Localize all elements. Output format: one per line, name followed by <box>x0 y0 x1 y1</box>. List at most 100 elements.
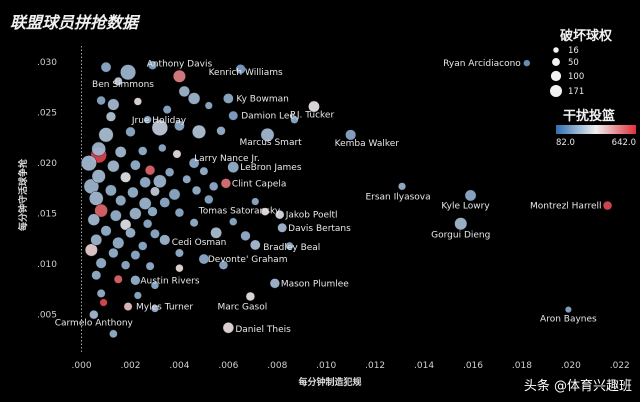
data-point <box>120 171 132 183</box>
point-label: Ersan Ilyasova <box>365 192 430 202</box>
size-legend-marker <box>550 70 562 82</box>
size-legend-marker <box>552 58 560 66</box>
labeled-data-point <box>89 309 99 320</box>
data-point <box>125 227 136 239</box>
data-point <box>174 207 185 218</box>
x-tick-label: .002 <box>120 361 140 371</box>
data-point <box>260 207 270 216</box>
data-point <box>130 159 141 171</box>
labeled-data-point <box>245 291 256 302</box>
axis-ticks: .000 .002 .004 .006 .008 .010 .012 .014 .016 .018… <box>37 58 630 371</box>
x-tick-label: .000 <box>72 361 92 371</box>
color-legend-gradient <box>556 125 636 134</box>
data-point <box>164 167 175 177</box>
data-point <box>199 166 209 176</box>
x-tick-label: .014 <box>414 361 434 371</box>
watermark: 头条 @体育兴趣班 <box>524 378 632 394</box>
labeled-data-point <box>151 119 169 136</box>
data-point <box>100 225 112 237</box>
data-point <box>139 176 151 188</box>
data-point <box>145 261 155 271</box>
labeled-data-point <box>159 234 171 246</box>
data-point <box>240 230 251 241</box>
data-point <box>112 236 125 249</box>
data-point <box>218 260 229 270</box>
data-point <box>105 111 117 122</box>
labeled-data-point <box>308 100 320 113</box>
point-label: Marc Gasol <box>217 302 267 312</box>
data-point <box>87 213 100 226</box>
labeled-data-point <box>345 129 357 141</box>
y-tick-label: .005 <box>37 311 57 321</box>
point-label: Daniel Theis <box>235 325 291 335</box>
y-tick-label: .010 <box>37 260 57 270</box>
labeled-data-point <box>523 59 531 67</box>
data-point <box>175 264 184 273</box>
labeled-data-point <box>260 127 275 142</box>
x-tick-label: .022 <box>610 361 630 371</box>
point-label: Jakob Poeltl <box>285 211 338 221</box>
color-legend: 干扰投篮 82.0 642.0 <box>556 108 636 148</box>
x-axis-label: 每分钟制造犯规 <box>298 376 361 388</box>
point-label: Montrezl Harrell <box>530 202 602 212</box>
size-legend-value: 16 <box>568 46 579 56</box>
data-point <box>108 247 119 259</box>
data-point <box>109 329 118 339</box>
data-point <box>191 185 202 196</box>
data-point <box>209 181 219 192</box>
labeled-data-point <box>120 64 137 81</box>
data-point <box>107 160 120 173</box>
point-label: Myles Turner <box>136 303 193 313</box>
x-tick-label: .020 <box>561 361 581 371</box>
data-point <box>84 243 98 257</box>
labeled-data-point <box>454 217 468 231</box>
data-point <box>133 97 142 106</box>
data-point <box>153 174 167 189</box>
data-point <box>96 95 106 106</box>
size-legend-title: 破坏球权 <box>560 28 613 44</box>
point-label: Carmelo Anthony <box>55 319 134 329</box>
labeled-data-point <box>249 239 261 251</box>
labeled-data-point <box>277 222 288 233</box>
data-point <box>113 76 123 86</box>
data-point <box>125 126 136 137</box>
size-legend-marker <box>550 85 562 97</box>
data-point <box>115 195 127 206</box>
size-legend-value: 171 <box>568 87 584 97</box>
labeled-data-point <box>130 275 141 286</box>
data-point <box>142 219 153 229</box>
data-point <box>158 143 167 153</box>
x-tick-label: .006 <box>218 361 238 371</box>
y-tick-label: .030 <box>37 58 57 68</box>
point-label: Mason Plumlee <box>281 279 349 289</box>
x-tick-label: .004 <box>169 361 189 371</box>
data-point <box>172 149 182 159</box>
data-point <box>150 281 160 290</box>
data-point <box>91 169 106 184</box>
point-label: Kemba Walker <box>335 139 400 149</box>
labeled-data-point <box>275 209 285 220</box>
x-tick-label: .008 <box>267 361 287 371</box>
data-point <box>105 184 117 197</box>
data-point <box>90 234 103 246</box>
data-point <box>210 226 222 239</box>
data-point <box>229 217 238 226</box>
labeled-data-point <box>228 110 239 121</box>
size-legend-marker <box>553 47 559 53</box>
point-label: P.J. Tucker <box>290 111 334 121</box>
point-label: Clint Capela <box>232 179 286 189</box>
data-point <box>96 289 106 298</box>
labeled-data-point <box>223 93 234 104</box>
data-point <box>80 155 97 172</box>
data-point <box>98 127 114 143</box>
data-point <box>130 250 141 260</box>
labeled-data-point <box>398 182 407 191</box>
data-point <box>129 207 142 220</box>
labeled-data-point <box>204 194 214 205</box>
data-point <box>95 257 107 269</box>
point-label: Austin Rivers <box>140 276 199 286</box>
data-point <box>150 186 160 197</box>
size-legend-value: 50 <box>568 58 579 68</box>
data-point <box>290 115 299 124</box>
